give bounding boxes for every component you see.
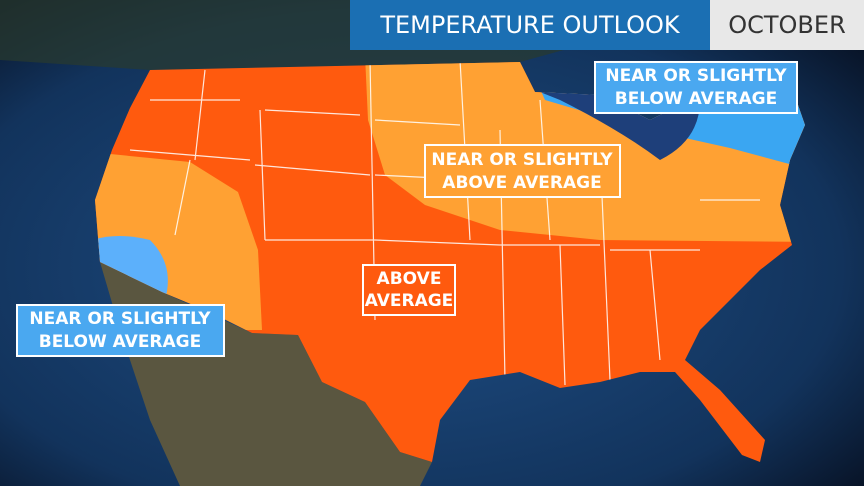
label-line: ABOVE — [377, 269, 442, 289]
label-background — [424, 144, 621, 198]
label-line: NEAR OR SLIGHTLY — [29, 309, 211, 329]
month: OCTOBER — [728, 11, 846, 39]
label-line: NEAR OR SLIGHTLY — [431, 150, 613, 170]
label-background — [362, 264, 456, 316]
label-line: AVERAGE — [365, 291, 454, 311]
label-line: ABOVE AVERAGE — [442, 173, 601, 193]
title: TEMPERATURE OUTLOOK — [379, 11, 681, 39]
label-box: NEAR OR SLIGHTLY BELOW AVERAGE — [16, 304, 225, 357]
state-lines — [129, 62, 760, 386]
label-line: BELOW AVERAGE — [615, 89, 778, 109]
label-box: NEAR OR SLIGHTLY ABOVE AVERAGE — [424, 144, 621, 198]
title-bar — [350, 0, 710, 50]
label-line: BELOW AVERAGE — [39, 332, 202, 352]
label-background — [16, 304, 225, 357]
label-background — [594, 61, 798, 114]
great-lakes — [535, 80, 700, 160]
label-box: NEAR OR SLIGHTLY BELOW AVERAGE — [594, 61, 798, 114]
label-line: NEAR OR SLIGHTLY — [605, 66, 787, 86]
month-bar — [710, 0, 864, 50]
label-box: ABOVE AVERAGE — [362, 264, 456, 316]
